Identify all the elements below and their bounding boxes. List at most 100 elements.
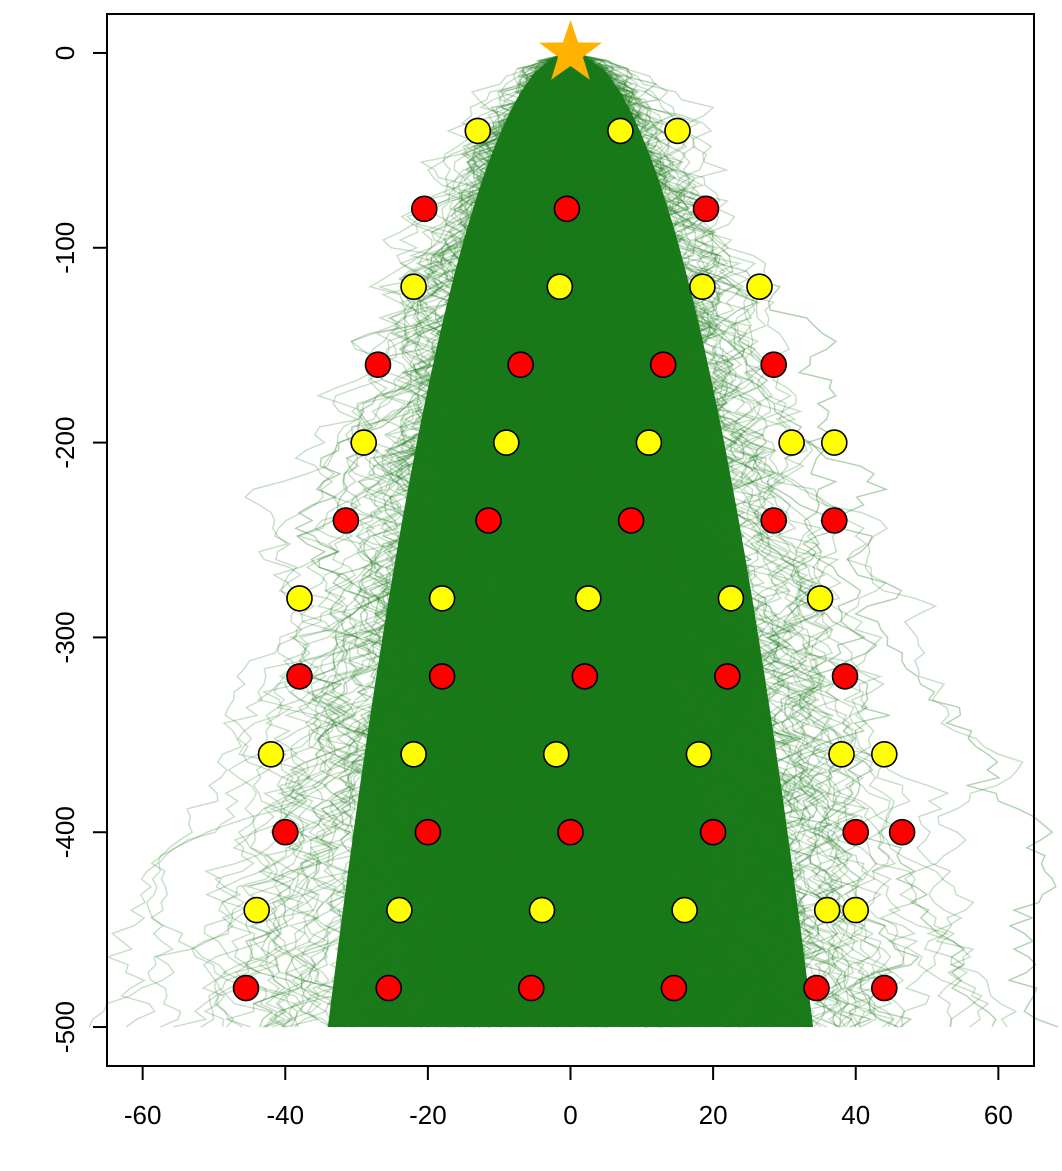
random-walk-line bbox=[366, 52, 604, 1028]
random-walk-line bbox=[570, 52, 779, 1028]
random-walk-line bbox=[429, 52, 585, 1028]
random-walk-line bbox=[471, 52, 634, 1028]
random-walk-line bbox=[510, 52, 734, 1028]
random-walk-line bbox=[352, 52, 571, 1028]
random-walk-line bbox=[453, 52, 759, 1028]
random-walk-line bbox=[534, 52, 706, 1028]
random-walk-line bbox=[334, 52, 679, 1028]
red-ornament bbox=[571, 663, 599, 690]
random-walk-line bbox=[405, 52, 678, 1028]
random-walk-line bbox=[385, 52, 587, 1028]
random-walk-line bbox=[388, 52, 571, 1028]
random-walk-line bbox=[512, 52, 799, 1028]
yellow-ornament bbox=[428, 585, 456, 612]
random-walk-line bbox=[388, 52, 691, 1028]
random-walk-line bbox=[530, 52, 649, 1028]
random-walk-line bbox=[444, 52, 584, 1028]
random-walk-line bbox=[504, 52, 666, 1028]
random-walk-line bbox=[552, 52, 843, 1028]
random-walk-line bbox=[528, 52, 743, 1028]
random-walk-line bbox=[489, 52, 627, 1028]
random-walk-line bbox=[561, 52, 878, 1028]
random-walk-line bbox=[492, 52, 753, 1028]
red-ornament bbox=[888, 818, 916, 846]
random-walk-line bbox=[439, 52, 582, 1028]
random-walk-line bbox=[173, 52, 573, 1028]
random-walk-line bbox=[565, 52, 831, 1028]
random-walk-line bbox=[557, 52, 713, 1028]
random-walk-line bbox=[382, 52, 571, 1028]
random-walk-line bbox=[540, 52, 832, 1028]
random-walk-line bbox=[494, 52, 622, 1028]
random-walk-line bbox=[490, 52, 694, 1028]
random-walk-line bbox=[487, 52, 594, 1028]
random-walk-line bbox=[264, 52, 584, 1028]
random-walk-line bbox=[400, 52, 669, 1028]
random-walk-line bbox=[398, 52, 572, 1028]
random-walk-line bbox=[557, 52, 1024, 1028]
random-walk-line bbox=[500, 52, 747, 1028]
y-tick-label: -300 bbox=[50, 611, 80, 663]
random-walk-line bbox=[510, 52, 742, 1028]
random-walk-line bbox=[569, 52, 792, 1028]
random-walk-line bbox=[466, 52, 694, 1028]
random-walk-line bbox=[409, 52, 580, 1028]
random-walk-line bbox=[501, 52, 782, 1028]
red-ornament bbox=[557, 818, 584, 846]
red-ornament bbox=[699, 818, 727, 846]
random-walk-line bbox=[465, 52, 665, 1028]
yellow-ornament bbox=[820, 429, 848, 456]
random-walk-line bbox=[428, 52, 607, 1028]
random-walk-line bbox=[560, 52, 781, 1028]
random-walk-line bbox=[569, 52, 860, 1028]
random-walk-line bbox=[547, 52, 718, 1028]
random-walk-line bbox=[553, 52, 718, 1028]
yellow-ornament bbox=[286, 585, 313, 612]
y-tick-label: -200 bbox=[50, 417, 80, 469]
random-walk-line bbox=[264, 52, 619, 1028]
random-walk-line bbox=[545, 52, 842, 1028]
yellow-ornament bbox=[717, 585, 745, 612]
yellow-ornament bbox=[828, 740, 855, 768]
random-walk-line bbox=[536, 52, 867, 1028]
random-walk-line bbox=[434, 52, 782, 1028]
random-walk-line bbox=[147, 52, 699, 1028]
random-walk-line bbox=[491, 52, 787, 1028]
random-walk-line bbox=[561, 52, 869, 1028]
random-walk-line bbox=[486, 52, 733, 1028]
random-walk-line bbox=[523, 52, 854, 1028]
yellow-ornament bbox=[574, 585, 602, 612]
random-walk-line bbox=[459, 52, 710, 1028]
random-walk-line bbox=[308, 52, 572, 1028]
random-walk-line bbox=[560, 52, 816, 1028]
random-walk-line bbox=[311, 52, 627, 1028]
red-ornament bbox=[517, 974, 545, 1002]
random-walk-line bbox=[500, 52, 828, 1028]
random-walk-line bbox=[522, 52, 885, 1028]
random-walk-line bbox=[462, 52, 694, 1028]
yellow-ornament bbox=[257, 740, 285, 768]
random-walk-line bbox=[438, 52, 591, 1028]
random-walk-line bbox=[412, 52, 571, 1028]
random-walk-line bbox=[539, 52, 681, 1028]
random-walk-line bbox=[536, 52, 727, 1028]
random-walk-line bbox=[505, 52, 838, 1028]
random-walk-line bbox=[201, 52, 621, 1028]
random-walk-line bbox=[508, 52, 733, 1028]
random-walk-line bbox=[484, 52, 660, 1028]
random-walk-line bbox=[485, 52, 756, 1028]
random-walk-line bbox=[543, 52, 691, 1028]
yellow-ornament bbox=[546, 273, 574, 301]
red-ornament bbox=[410, 195, 438, 223]
random-walk-line bbox=[531, 52, 706, 1028]
random-walk-line bbox=[320, 52, 571, 1028]
random-walk-line bbox=[485, 52, 645, 1028]
random-walk-line bbox=[532, 52, 900, 1028]
yellow-ornament bbox=[870, 740, 898, 768]
yellow-ornament bbox=[806, 585, 834, 612]
red-ornaments bbox=[232, 195, 916, 1002]
random-walk-line bbox=[145, 52, 587, 1028]
random-walk-line bbox=[484, 52, 687, 1028]
random-walk-line bbox=[564, 52, 890, 1028]
random-walk-line bbox=[417, 52, 634, 1028]
